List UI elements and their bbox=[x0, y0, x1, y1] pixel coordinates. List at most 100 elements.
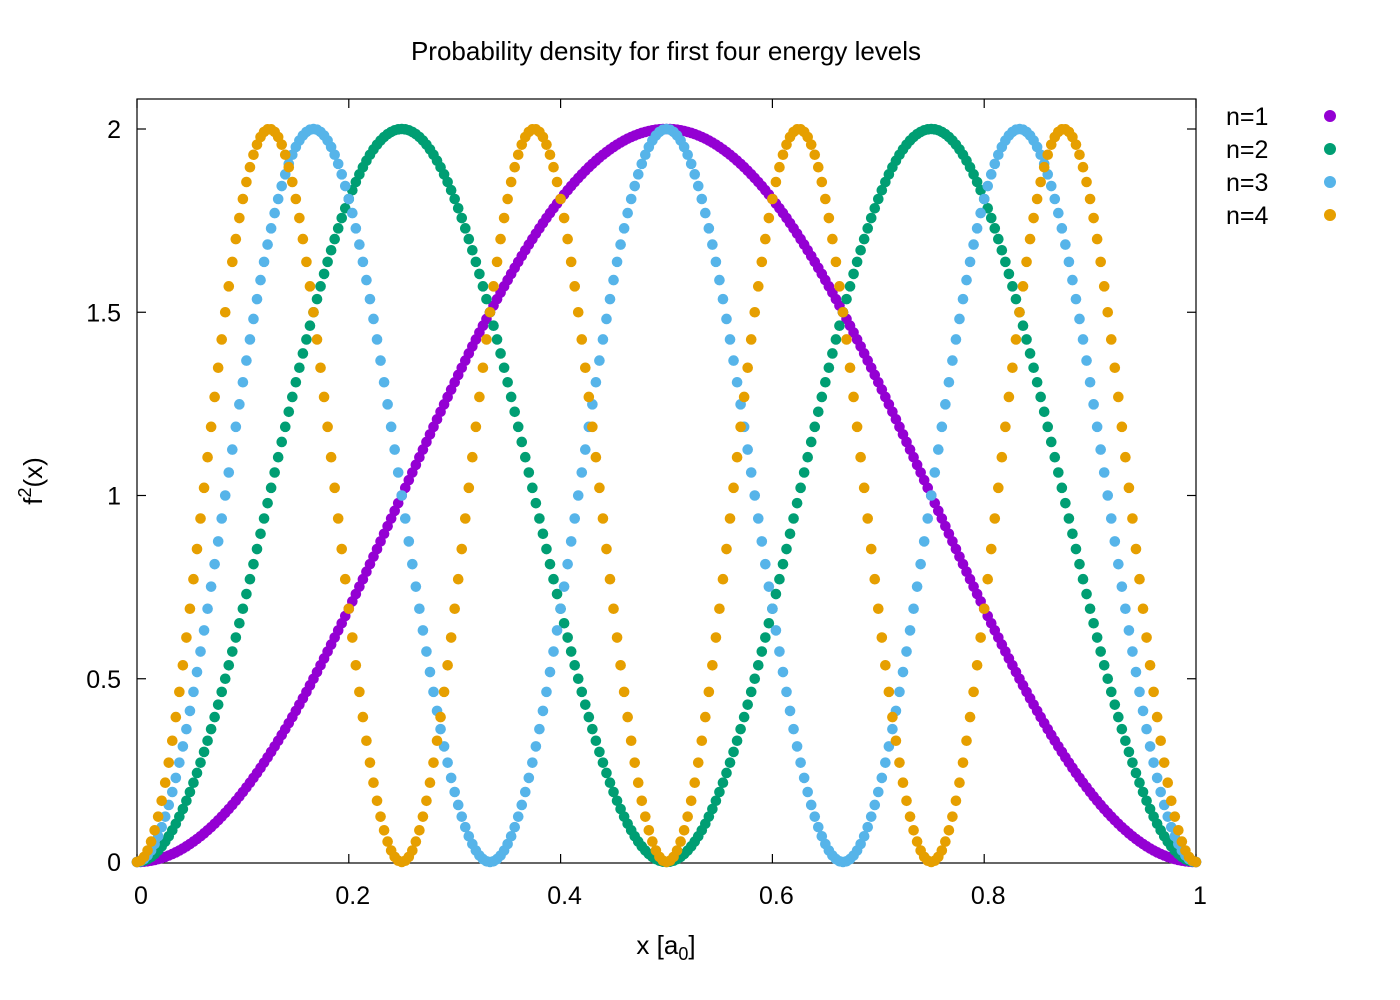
data-point bbox=[452, 573, 464, 585]
data-point bbox=[876, 184, 888, 196]
data-point bbox=[594, 482, 605, 494]
data-point bbox=[1070, 139, 1082, 150]
data-point bbox=[1007, 362, 1018, 374]
data-point bbox=[756, 536, 768, 547]
data-point bbox=[438, 741, 450, 752]
data-point bbox=[830, 256, 842, 268]
data-point bbox=[580, 362, 591, 374]
data-point bbox=[562, 558, 573, 570]
data-point bbox=[1141, 723, 1152, 735]
data-point bbox=[1067, 274, 1078, 286]
data-point bbox=[1077, 573, 1089, 585]
data-point bbox=[548, 573, 559, 585]
legend-marker bbox=[1324, 209, 1336, 221]
data-point bbox=[1102, 490, 1114, 501]
data-point bbox=[604, 573, 616, 585]
data-point bbox=[1158, 757, 1170, 768]
data-point bbox=[858, 233, 870, 245]
data-point bbox=[989, 158, 1001, 170]
data-point bbox=[308, 306, 319, 318]
data-point bbox=[301, 334, 312, 345]
data-point bbox=[407, 558, 418, 570]
data-point bbox=[1031, 376, 1043, 388]
data-point bbox=[869, 202, 881, 214]
data-point bbox=[174, 686, 185, 698]
data-point bbox=[202, 451, 213, 463]
data-point bbox=[964, 256, 976, 268]
data-point bbox=[255, 528, 266, 540]
data-point bbox=[745, 467, 757, 478]
x-tick-label: 0 bbox=[134, 882, 148, 910]
data-point bbox=[851, 256, 863, 268]
data-point bbox=[1134, 777, 1145, 789]
data-point bbox=[449, 786, 461, 798]
data-point bbox=[244, 573, 256, 585]
data-point bbox=[890, 735, 902, 747]
y-tick-label: 2 bbox=[107, 116, 121, 144]
data-point bbox=[1116, 421, 1128, 433]
data-point bbox=[1137, 603, 1149, 615]
data-point bbox=[714, 603, 725, 615]
data-point bbox=[756, 256, 768, 268]
data-point bbox=[1162, 777, 1174, 789]
data-point bbox=[1116, 723, 1128, 735]
data-point bbox=[1081, 588, 1092, 600]
data-point bbox=[375, 811, 386, 822]
data-point bbox=[745, 334, 757, 345]
data-point bbox=[781, 686, 792, 698]
data-point bbox=[692, 180, 704, 192]
data-point bbox=[488, 281, 499, 292]
data-point bbox=[985, 543, 997, 555]
legend: n=1 n=2 n=3 n=4 bbox=[1226, 103, 1336, 230]
data-point bbox=[512, 811, 524, 822]
data-point bbox=[763, 617, 775, 629]
data-point bbox=[544, 666, 556, 678]
data-point bbox=[442, 176, 453, 188]
legend-item-n=2: n=2 bbox=[1226, 136, 1336, 164]
legend-label: n=4 bbox=[1226, 202, 1269, 230]
data-point bbox=[237, 603, 249, 615]
legend-item-n=4: n=4 bbox=[1226, 202, 1336, 230]
data-point bbox=[576, 686, 588, 698]
data-point bbox=[1151, 711, 1163, 723]
data-point bbox=[1176, 836, 1188, 847]
x-tick-label: 0.4 bbox=[547, 882, 582, 910]
data-point bbox=[368, 313, 379, 325]
data-point bbox=[520, 451, 531, 463]
data-point bbox=[601, 767, 612, 779]
data-point bbox=[894, 757, 905, 768]
data-point bbox=[1105, 513, 1117, 524]
data-point bbox=[749, 306, 761, 318]
data-point bbox=[304, 281, 316, 292]
data-point bbox=[431, 735, 443, 747]
data-point bbox=[865, 811, 877, 822]
data-point bbox=[752, 660, 764, 671]
data-point bbox=[1155, 786, 1166, 798]
data-point bbox=[311, 293, 323, 305]
data-point bbox=[1109, 362, 1121, 374]
data-point bbox=[731, 376, 743, 388]
data-point bbox=[1017, 281, 1029, 292]
data-point bbox=[505, 830, 517, 842]
data-point bbox=[604, 777, 616, 789]
data-point bbox=[216, 686, 228, 698]
data-point bbox=[580, 444, 591, 455]
data-point bbox=[798, 467, 810, 478]
data-point bbox=[1070, 293, 1082, 305]
data-point bbox=[209, 558, 220, 570]
data-point bbox=[244, 161, 256, 173]
data-point bbox=[805, 436, 817, 448]
data-point bbox=[399, 513, 411, 524]
chart-title: Probability density for first four energ… bbox=[411, 36, 921, 66]
data-point bbox=[717, 777, 729, 789]
data-point bbox=[742, 362, 753, 374]
data-point bbox=[777, 666, 789, 678]
data-point bbox=[590, 376, 602, 388]
data-point bbox=[611, 256, 623, 268]
data-point bbox=[565, 646, 577, 657]
data-point bbox=[862, 223, 874, 234]
data-point bbox=[361, 735, 372, 747]
data-point bbox=[805, 139, 817, 150]
data-point bbox=[597, 513, 609, 524]
data-point bbox=[1141, 632, 1152, 643]
